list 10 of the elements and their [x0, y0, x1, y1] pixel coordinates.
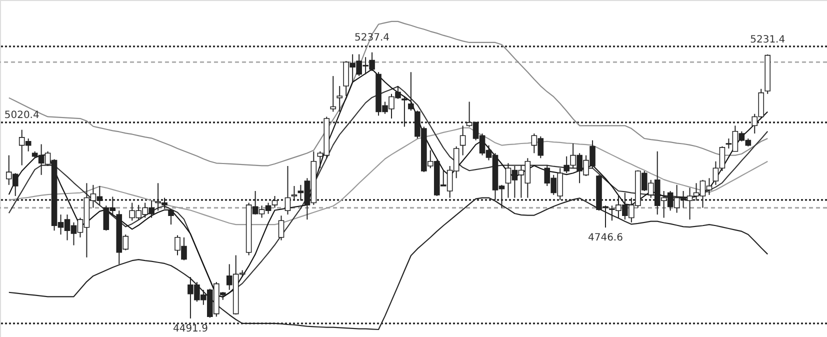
- candlestick: [168, 209, 174, 226]
- candlestick: [460, 125, 466, 156]
- candlestick: [278, 215, 284, 241]
- candlestick: [408, 72, 414, 112]
- annotation: 4491.9: [172, 323, 208, 334]
- candlestick: [336, 86, 343, 112]
- annotation: 5020.4: [4, 110, 40, 121]
- annotation: 4746.6: [588, 232, 623, 244]
- annotation: 5231.4: [750, 34, 786, 46]
- candlestick: [330, 76, 336, 112]
